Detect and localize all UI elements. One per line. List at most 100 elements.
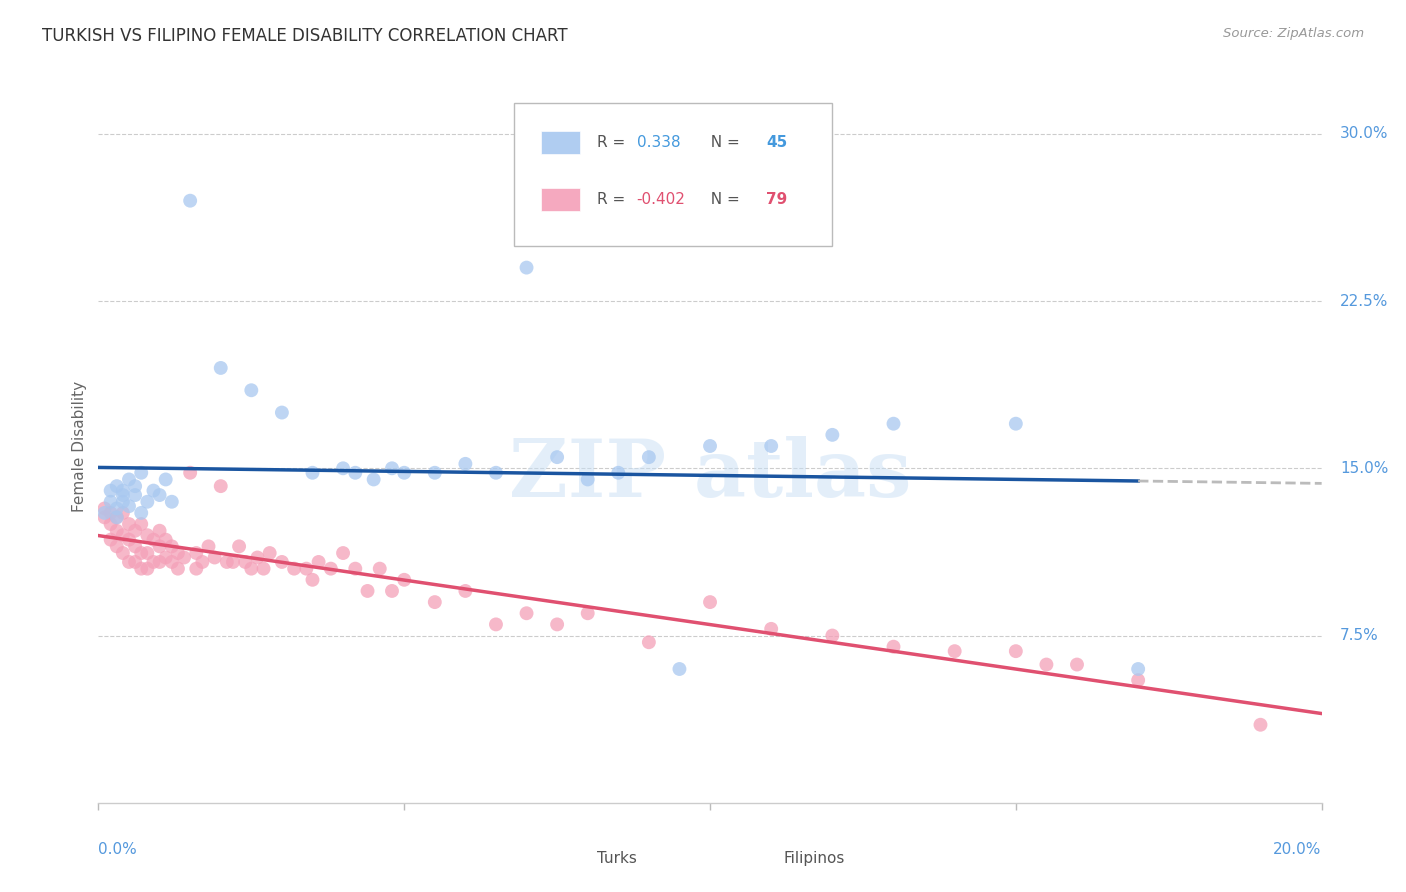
- Point: [111, 528, 134, 542]
- Point: [576, 607, 599, 621]
- Point: [637, 635, 661, 649]
- Point: [319, 562, 342, 576]
- Point: [344, 562, 367, 576]
- Point: [105, 510, 128, 524]
- Point: [160, 539, 183, 553]
- Point: [186, 562, 208, 576]
- Text: N =: N =: [702, 193, 745, 207]
- Point: [136, 494, 159, 508]
- Point: [308, 555, 330, 569]
- Point: [295, 562, 318, 576]
- Point: [1128, 673, 1150, 687]
- Point: [173, 550, 195, 565]
- Point: [111, 546, 134, 560]
- Text: 20.0%: 20.0%: [1274, 842, 1322, 857]
- Point: [100, 533, 122, 547]
- Point: [105, 539, 128, 553]
- Point: [368, 562, 391, 576]
- Point: [215, 555, 238, 569]
- Point: [576, 473, 599, 487]
- Text: 30.0%: 30.0%: [1340, 127, 1389, 141]
- Point: [516, 607, 538, 621]
- Point: [546, 617, 568, 632]
- Point: [1249, 717, 1271, 731]
- Point: [142, 533, 165, 547]
- Text: Filipinos: Filipinos: [783, 851, 845, 866]
- Point: [233, 555, 256, 569]
- Point: [142, 555, 165, 569]
- Point: [129, 466, 152, 480]
- Text: Turks: Turks: [598, 851, 637, 866]
- Point: [105, 479, 128, 493]
- Point: [111, 506, 134, 520]
- Text: 0.0%: 0.0%: [98, 842, 138, 857]
- Point: [124, 488, 146, 502]
- Point: [240, 384, 263, 398]
- Point: [381, 461, 404, 475]
- Point: [105, 510, 128, 524]
- Point: [821, 628, 844, 642]
- Point: [155, 550, 177, 565]
- Point: [179, 194, 201, 208]
- Text: 79: 79: [766, 193, 787, 207]
- Point: [111, 494, 134, 508]
- Point: [209, 360, 232, 375]
- Point: [485, 617, 508, 632]
- Point: [186, 546, 208, 560]
- Point: [160, 494, 183, 508]
- Point: [105, 524, 128, 538]
- Point: [883, 417, 905, 431]
- FancyBboxPatch shape: [515, 103, 832, 246]
- Point: [1128, 662, 1150, 676]
- Point: [124, 555, 146, 569]
- FancyBboxPatch shape: [551, 847, 588, 869]
- Point: [129, 506, 152, 520]
- Point: [167, 562, 190, 576]
- Point: [759, 439, 782, 453]
- Text: N =: N =: [702, 136, 745, 150]
- Point: [423, 466, 446, 480]
- Point: [149, 555, 172, 569]
- Point: [759, 622, 782, 636]
- Point: [270, 405, 292, 420]
- Point: [167, 546, 190, 560]
- Point: [93, 510, 115, 524]
- Point: [454, 583, 477, 598]
- Text: -0.402: -0.402: [637, 193, 686, 207]
- Point: [124, 539, 146, 553]
- Point: [943, 644, 966, 658]
- Text: Source: ZipAtlas.com: Source: ZipAtlas.com: [1223, 27, 1364, 40]
- Point: [129, 546, 152, 560]
- Point: [392, 466, 416, 480]
- FancyBboxPatch shape: [541, 131, 581, 154]
- Text: 7.5%: 7.5%: [1340, 628, 1379, 643]
- Point: [259, 546, 281, 560]
- FancyBboxPatch shape: [737, 847, 773, 869]
- Point: [100, 494, 122, 508]
- Point: [93, 501, 115, 516]
- Point: [883, 640, 905, 654]
- Point: [118, 500, 141, 514]
- Point: [136, 528, 159, 542]
- Text: 0.338: 0.338: [637, 136, 681, 150]
- Text: 22.5%: 22.5%: [1340, 293, 1388, 309]
- Point: [149, 524, 172, 538]
- Point: [191, 555, 214, 569]
- Point: [423, 595, 446, 609]
- Point: [209, 479, 232, 493]
- Point: [381, 583, 404, 598]
- Point: [129, 562, 152, 576]
- Point: [392, 573, 416, 587]
- Point: [118, 517, 141, 532]
- Point: [546, 450, 568, 465]
- Point: [668, 662, 690, 676]
- FancyBboxPatch shape: [541, 188, 581, 211]
- Point: [270, 555, 292, 569]
- Point: [363, 473, 385, 487]
- Text: 45: 45: [766, 136, 787, 150]
- Point: [301, 573, 323, 587]
- Point: [149, 539, 172, 553]
- Point: [246, 550, 269, 565]
- Point: [100, 483, 122, 498]
- Point: [100, 506, 122, 520]
